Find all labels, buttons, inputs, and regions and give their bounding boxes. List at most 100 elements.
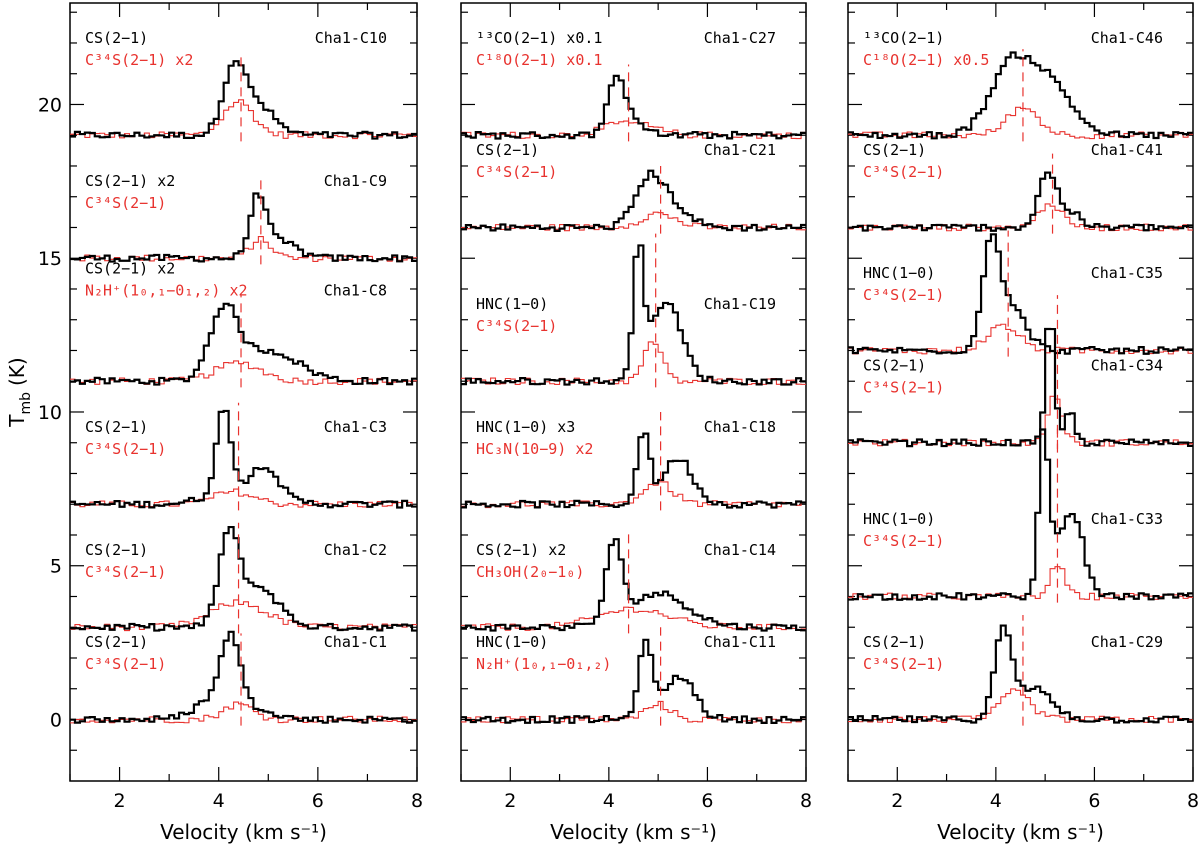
main-spectrum-line <box>848 171 1193 232</box>
main-spectrum-line <box>848 51 1193 140</box>
main-spectrum-line <box>70 630 417 724</box>
source-label: Cha1-C8 <box>324 282 387 300</box>
ref-line-label: C³⁴S(2−1) <box>863 163 944 181</box>
ref-line-label: C³⁴S(2−1) x2 <box>85 51 193 69</box>
main-line-label: CS(2−1) x2 <box>85 260 175 278</box>
spectrum-cha1-c11: HNC(1−0) N₂H⁺(1₀,₁−0₁,₂) Cha1-C11 <box>461 627 806 726</box>
panel-frame <box>460 2 807 782</box>
x-tick-label: 6 <box>312 790 324 812</box>
main-spectrum-line <box>70 302 417 386</box>
ref-line-label: C¹⁸O(2−1) x0.5 <box>863 51 989 69</box>
x-tick-label: 2 <box>891 790 903 812</box>
ref-spectrum-line <box>848 566 1193 601</box>
main-line-label: CS(2−1) <box>863 633 926 651</box>
ref-line-label: C³⁴S(2−1) <box>476 317 557 335</box>
main-line-label: HNC(1−0) x3 <box>476 418 575 436</box>
main-spectrum-line <box>70 60 417 140</box>
main-spectrum-line <box>70 409 417 509</box>
ref-spectrum-line <box>70 488 417 508</box>
ref-line-label: N₂H⁺(1₀,₁−0₁,₂) <box>476 655 611 673</box>
source-label: Cha1-C9 <box>324 172 387 190</box>
x-tick-label: 2 <box>504 790 516 812</box>
spectrum-cha1-c29: CS(2−1) C³⁴S(2−1) Cha1-C29 <box>848 614 1193 726</box>
spectrum-cha1-c8: CS(2−1) x2 N₂H⁺(1₀,₁−0₁,₂) x2 Cha1-C8 <box>70 260 417 388</box>
main-spectrum-line <box>848 428 1193 601</box>
main-line-label: HNC(1−0) <box>476 633 548 651</box>
ref-line-label: CH₃OH(2₀−1₀) <box>476 563 584 581</box>
ref-line-label: C³⁴S(2−1) <box>85 563 166 581</box>
ref-line-label: C³⁴S(2−1) <box>85 194 166 212</box>
y-axis-label-subscript: mb <box>18 392 34 415</box>
x-axis-label: Velocity (km s⁻¹) <box>160 820 327 844</box>
ref-line-label: C³⁴S(2−1) <box>85 440 166 458</box>
ref-spectrum-line <box>461 211 806 232</box>
x-tick-label: 4 <box>213 790 225 812</box>
source-label: Cha1-C29 <box>1091 633 1163 651</box>
panel-frame <box>847 2 1194 782</box>
source-label: Cha1-C11 <box>704 633 776 651</box>
main-spectrum-line <box>70 192 417 263</box>
x-tick-label: 6 <box>1088 790 1100 812</box>
x-tick-label: 2 <box>114 790 126 812</box>
ref-line-label: C³⁴S(2−1) <box>863 286 944 304</box>
source-label: Cha1-C2 <box>324 541 387 559</box>
x-tick-label: 8 <box>1187 790 1199 812</box>
source-label: Cha1-C33 <box>1091 510 1163 528</box>
ref-spectrum-line <box>848 395 1193 447</box>
main-line-label: CS(2−1) <box>863 356 926 374</box>
source-label: Cha1-C41 <box>1091 141 1163 159</box>
source-label: Cha1-C1 <box>324 633 387 651</box>
main-spectrum-line <box>848 233 1193 355</box>
main-line-label: HNC(1−0) <box>476 295 548 313</box>
main-line-label: HNC(1−0) <box>863 264 935 282</box>
source-label: Cha1-C19 <box>704 295 776 313</box>
spectrum-cha1-c35: HNC(1−0) C³⁴S(2−1) Cha1-C35 <box>848 230 1193 357</box>
source-label: Cha1-C10 <box>315 29 387 47</box>
main-line-label: CS(2−1) <box>85 29 148 47</box>
ref-line-label: C³⁴S(2−1) <box>863 655 944 673</box>
x-tick-label: 8 <box>800 790 812 812</box>
main-spectrum-line <box>461 244 806 386</box>
source-label: Cha1-C18 <box>704 418 776 436</box>
ref-line-label: C³⁴S(2−1) <box>863 532 944 550</box>
main-spectrum-line <box>848 327 1193 448</box>
main-line-label: CS(2−1) <box>85 418 148 436</box>
main-line-label: CS(2−1) x2 <box>476 541 566 559</box>
main-line-label: CS(2−1) <box>85 541 148 559</box>
x-tick-label: 4 <box>603 790 615 812</box>
source-label: Cha1-C21 <box>704 141 776 159</box>
main-line-label: ¹³CO(2−1) x0.1 <box>476 29 602 47</box>
main-spectrum-line <box>848 624 1193 724</box>
panel-frame <box>69 2 418 782</box>
x-tick-label: 6 <box>701 790 713 812</box>
x-axis-label: Velocity (km s⁻¹) <box>937 820 1104 844</box>
y-tick-label: 0 <box>50 709 62 731</box>
main-spectrum-line <box>461 638 806 724</box>
spectrum-cha1-c2: CS(2−1) C³⁴S(2−1) Cha1-C2 <box>70 522 417 634</box>
source-label: Cha1-C27 <box>704 29 776 47</box>
spectrum-cha1-c46: ¹³CO(2−1) C¹⁸O(2−1) x0.5 Cha1-C46 <box>848 29 1193 142</box>
spectrum-cha1-c1: CS(2−1) C³⁴S(2−1) Cha1-C1 <box>70 630 417 726</box>
spectrum-cha1-c14: CS(2−1) x2 CH₃OH(2₀−1₀) Cha1-C14 <box>461 531 806 634</box>
spectrum-cha1-c21: CS(2−1) C³⁴S(2−1) Cha1-C21 <box>461 141 806 234</box>
ref-spectrum-line <box>70 599 417 632</box>
main-spectrum-line <box>461 538 806 632</box>
main-line-label: CS(2−1) x2 <box>85 172 175 190</box>
spectrum-cha1-c41: CS(2−1) C³⁴S(2−1) Cha1-C41 <box>848 141 1193 234</box>
main-spectrum-line <box>461 432 806 509</box>
ref-line-label: HC₃N(10−9) x2 <box>476 440 593 458</box>
spectrum-cha1-c18: HNC(1−0) x3 HC₃N(10−9) x2 Cha1-C18 <box>461 411 806 511</box>
ref-spectrum-line <box>70 701 417 724</box>
main-spectrum-line <box>461 74 806 140</box>
ref-spectrum-line <box>461 341 806 386</box>
spectrum-cha1-c9: CS(2−1) x2 C³⁴S(2−1) Cha1-C9 <box>70 172 417 265</box>
y-axis-label: Tmb (K) <box>5 357 34 427</box>
main-line-label: CS(2−1) <box>863 141 926 159</box>
ref-line-label: C³⁴S(2−1) <box>863 378 944 396</box>
y-tick-label: 5 <box>50 556 62 578</box>
spectrum-cha1-c19: HNC(1−0) C³⁴S(2−1) Cha1-C19 <box>461 233 806 388</box>
source-label: Cha1-C46 <box>1091 29 1163 47</box>
main-spectrum-line <box>461 169 806 232</box>
main-line-label: CS(2−1) <box>85 633 148 651</box>
ref-line-label: N₂H⁺(1₀,₁−0₁,₂) x2 <box>85 282 248 300</box>
